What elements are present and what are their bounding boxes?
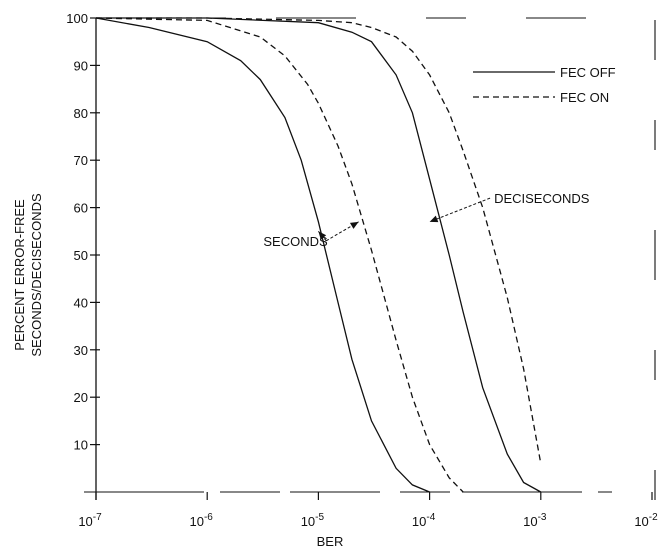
- y-axis-title: PERCENT ERROR-FREE SECONDS/DECISECONDS: [12, 193, 44, 357]
- x-tick-label: 10-5: [301, 512, 325, 529]
- x-tick-label: 10-6: [190, 512, 214, 529]
- legend: FEC OFF FEC ON: [473, 65, 616, 105]
- y-tick-label: 70: [74, 153, 88, 168]
- x-tick-label: 10-7: [78, 512, 102, 529]
- annotation-arrowhead: [318, 231, 327, 240]
- y-tick-label: 40: [74, 295, 88, 310]
- legend-label: FEC ON: [560, 90, 609, 105]
- axes: [84, 17, 656, 500]
- x-tick-label: 10-3: [523, 512, 547, 529]
- y-tick-label: 100: [66, 11, 88, 26]
- y-axis-title-line-2: SECONDS/DECISECONDS: [29, 193, 44, 357]
- x-ticks: 10-7 10-6 10-5 10-4 10-3 10-2: [78, 492, 658, 529]
- series-line-dec_on: [96, 17, 542, 464]
- y-tick-label: 90: [74, 58, 88, 73]
- annotation-arrow-line: [429, 197, 491, 223]
- annotation-label: SECONDS: [263, 234, 328, 249]
- annotation-label: DECISECONDS: [494, 191, 590, 206]
- annotation-arrowhead: [349, 221, 359, 229]
- y-tick-label: 60: [74, 201, 88, 216]
- y-ticks: 10 20 30 40 50 60 70 80 90 100: [66, 11, 100, 453]
- y-tick-label: 80: [74, 106, 88, 121]
- y-tick-label: 20: [74, 390, 88, 405]
- y-tick-label: 30: [74, 343, 88, 358]
- y-tick-label: 10: [74, 438, 88, 453]
- y-axis-title-line-1: PERCENT ERROR-FREE: [12, 199, 27, 351]
- legend-label: FEC OFF: [560, 65, 616, 80]
- annotation-arrowhead: [429, 215, 439, 223]
- series-line-dec_off: [96, 17, 542, 493]
- annotations: SECONDS DECISECONDS: [263, 191, 589, 249]
- x-tick-label: 10-4: [412, 512, 436, 529]
- x-axis-title: BER: [317, 534, 344, 549]
- x-tick-label: 10-2: [634, 512, 658, 529]
- series-layer: [95, 17, 542, 493]
- y-tick-label: 50: [74, 248, 88, 263]
- series-line-sec_on: [95, 17, 464, 493]
- series-line-sec_off: [95, 17, 430, 493]
